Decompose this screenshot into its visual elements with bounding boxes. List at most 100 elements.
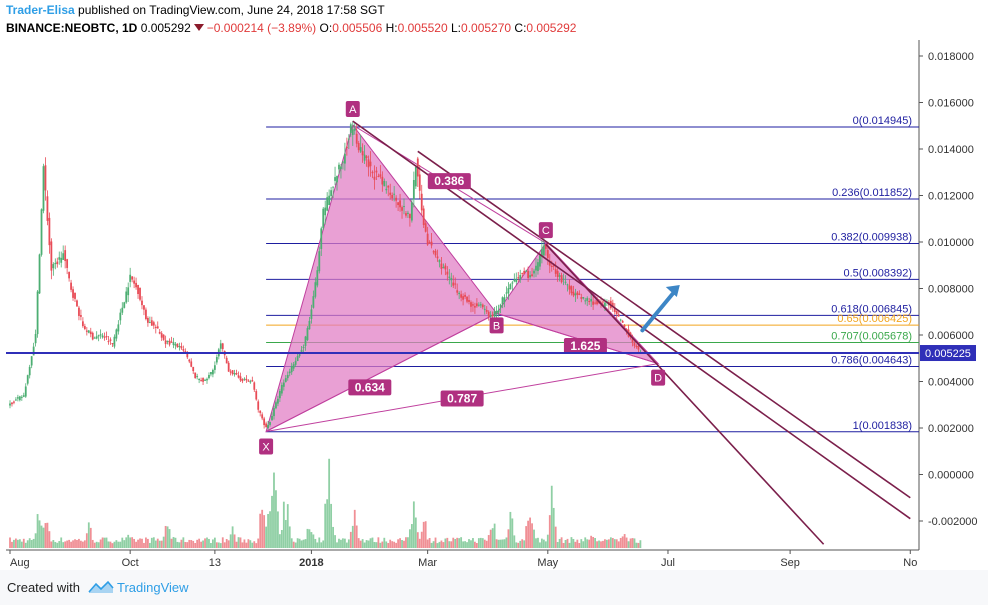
tradingview-logo-icon[interactable] — [88, 579, 114, 595]
tradingview-brand-link[interactable]: TradingView — [117, 580, 189, 595]
volume-bar — [485, 540, 488, 548]
trendline[interactable] — [545, 243, 825, 545]
down-arrow-icon — [193, 24, 204, 31]
volume-bar — [290, 538, 293, 548]
candle-body — [586, 298, 589, 301]
candle-body — [296, 356, 299, 362]
close-value: 0.005292 — [526, 21, 577, 35]
candle-body — [475, 303, 478, 307]
candle-body — [336, 176, 338, 183]
volume-bar — [273, 472, 275, 548]
volume-bar — [336, 542, 338, 548]
candle-body — [572, 291, 575, 296]
volume-bar — [80, 540, 82, 548]
ratio-label-xd: 0.787 — [447, 392, 477, 406]
point-label-box — [651, 369, 666, 386]
volume-bar — [64, 541, 67, 548]
volume-bar — [172, 537, 175, 548]
candle-body — [602, 301, 604, 303]
volume-bar — [13, 539, 15, 548]
volume-bar — [20, 541, 23, 548]
volume-bar — [292, 541, 295, 548]
volume-bar — [235, 541, 238, 548]
candle-body — [42, 166, 45, 211]
candle-body — [28, 366, 31, 376]
volume-bar — [602, 540, 604, 548]
candle-body — [523, 270, 526, 275]
volume-bar — [267, 513, 269, 548]
candle-body — [420, 193, 423, 211]
candle-body — [590, 298, 593, 302]
candle-body — [631, 337, 634, 343]
candle-body — [233, 373, 236, 375]
volume-bar — [255, 543, 258, 548]
volume-bar — [192, 540, 195, 548]
candle-body — [164, 340, 167, 345]
volume-bar — [619, 537, 622, 548]
candle-body — [527, 270, 530, 279]
volume-bar — [133, 538, 136, 548]
high-label: H: — [385, 21, 398, 35]
volume-bar — [432, 541, 435, 548]
harmonic-pattern[interactable] — [265, 123, 660, 433]
candle-body — [300, 349, 303, 353]
volume-bar — [251, 542, 254, 548]
candle-body — [580, 297, 583, 299]
candle-body — [474, 306, 476, 308]
volume-bar — [24, 542, 27, 548]
candle-body — [604, 302, 606, 307]
volume-bar — [558, 538, 561, 548]
volume-bar — [397, 539, 399, 548]
candle-body — [501, 297, 504, 305]
candle-body — [434, 250, 437, 256]
open-label: O: — [319, 21, 333, 35]
candle-body — [243, 378, 246, 380]
volume-bar — [265, 526, 267, 548]
candle-body — [278, 390, 281, 399]
volume-bar — [483, 539, 486, 548]
candle-body — [444, 265, 447, 270]
candle-body — [127, 287, 130, 296]
volume-bar — [182, 537, 185, 548]
volume-bar — [418, 538, 421, 548]
volume-bar — [474, 541, 476, 548]
volume-bar — [556, 542, 559, 548]
x-tick-label: May — [537, 557, 558, 569]
volume-bar — [399, 538, 401, 548]
created-with-text: Created with — [7, 580, 80, 595]
candle-body — [611, 302, 614, 307]
candle-body — [129, 274, 132, 282]
volume-bar — [389, 539, 392, 548]
candle-body — [401, 207, 403, 211]
last-price-label: 0.005225 — [925, 348, 971, 360]
trendline[interactable] — [417, 150, 911, 499]
candle-body — [503, 297, 506, 303]
volume-bar — [448, 541, 451, 548]
author-name[interactable]: Trader-Elisa — [6, 3, 75, 17]
volume-bar — [501, 539, 504, 548]
candle-body — [247, 380, 250, 382]
candle-body — [391, 194, 394, 199]
volume-bar — [196, 539, 199, 548]
volume-bar — [26, 540, 29, 548]
volume-bar — [328, 458, 331, 548]
candle-body — [477, 304, 480, 306]
volume-bar — [38, 520, 41, 548]
candle-body — [513, 279, 516, 282]
fib-level-label: 1(0.001838) — [853, 420, 912, 432]
volume-bar — [97, 542, 100, 548]
x-axis-labels: Aug Oct 13 2018 Mar May Jul Sep No — [9, 550, 917, 569]
candle-body — [150, 320, 153, 326]
volume-bar — [22, 538, 25, 548]
candle-body — [257, 401, 260, 410]
candle-body — [219, 343, 222, 349]
candle-body — [466, 296, 468, 302]
fib-level-label: 0.707(0.005678) — [831, 330, 912, 342]
fib-level-label: 0.382(0.009938) — [831, 231, 912, 243]
volume-bar — [253, 541, 256, 548]
candle-body — [139, 287, 141, 300]
volume-bar — [353, 509, 356, 548]
candle-body — [176, 343, 179, 348]
volume-bar — [544, 541, 547, 548]
